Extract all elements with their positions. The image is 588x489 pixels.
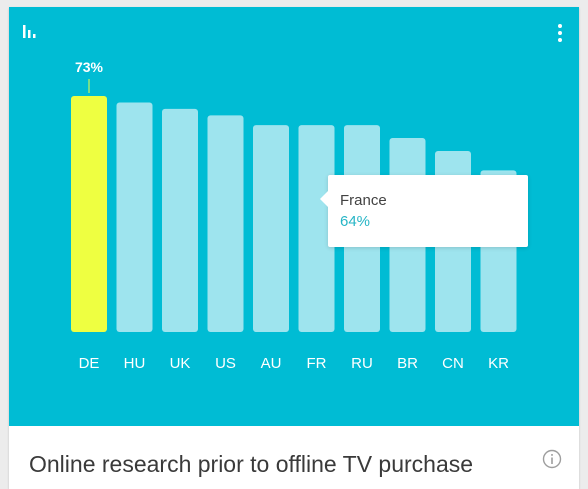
x-tick-label-cn: CN <box>442 355 464 372</box>
x-tick-label-uk: UK <box>170 355 191 372</box>
bar-uk[interactable] <box>162 108 198 332</box>
x-tick-label-fr: FR <box>307 355 327 372</box>
bar-fr[interactable] <box>298 125 335 333</box>
tooltip-value: 64% <box>340 213 371 230</box>
chart-panel: DE 73% HU UK US AU FR RU BR CN KR France 64% <box>9 7 579 426</box>
bar-de[interactable] <box>71 96 107 332</box>
bar-au[interactable] <box>253 125 289 333</box>
chart-card: DE 73% HU UK US AU FR RU BR CN KR France 64% Onlin… <box>9 7 579 489</box>
tooltip-category: France <box>340 192 387 209</box>
info-icon[interactable] <box>542 449 562 469</box>
x-tick-label-de: DE <box>79 355 100 372</box>
bar-hu[interactable] <box>116 102 153 332</box>
x-tick-label-kr: KR <box>488 355 509 372</box>
chart-tooltip: France 64% <box>320 175 528 247</box>
x-tick-label-br: BR <box>397 355 418 372</box>
x-tick-label-us: US <box>215 355 236 372</box>
card-title: Online research prior to offline TV purc… <box>29 451 474 477</box>
card-footer: Online research prior to offline TV purc… <box>9 426 579 489</box>
x-tick-label-ru: RU <box>351 355 373 372</box>
bar-chart-icon[interactable] <box>22 24 38 40</box>
more-vertical-icon[interactable] <box>555 22 565 44</box>
x-tick-label-hu: HU <box>124 355 146 372</box>
bar-us[interactable] <box>207 115 244 332</box>
data-label-de: 73% <box>75 59 104 75</box>
x-tick-label-au: AU <box>261 355 282 372</box>
